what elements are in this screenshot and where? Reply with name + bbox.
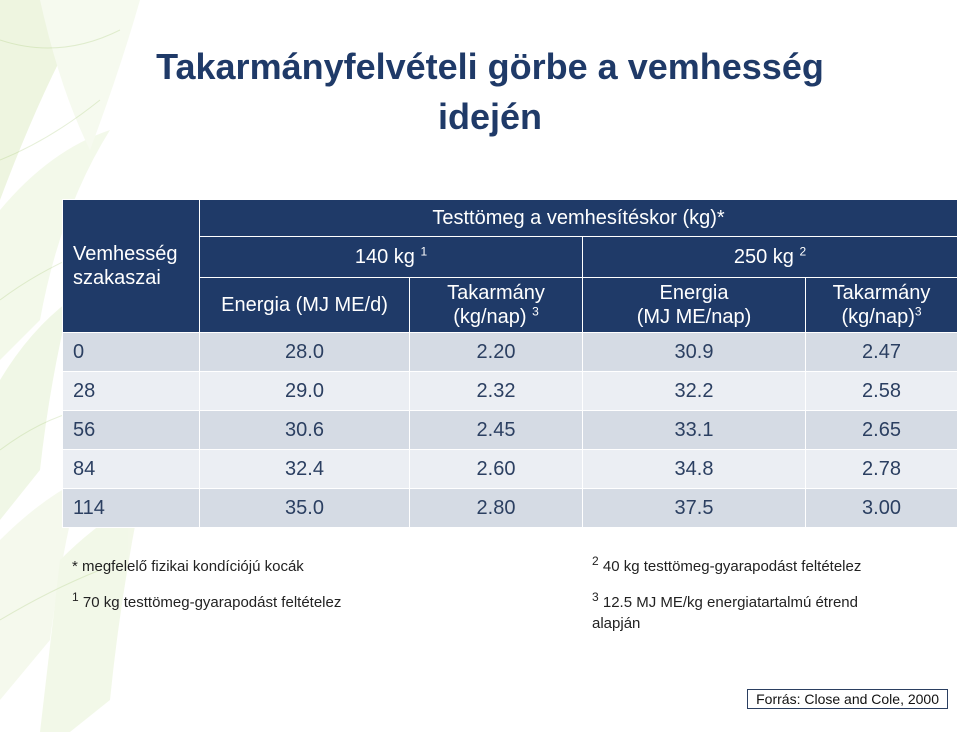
- table-row: 84 32.4 2.60 34.8 2.78: [62, 449, 959, 489]
- feed-250-cell: 2.78: [804, 449, 959, 489]
- energy-250-cell: 33.1: [582, 410, 806, 450]
- weight-140-footnote-ref: 1: [420, 244, 428, 259]
- energy-140-header: Energia (MJ ME/d): [199, 277, 410, 333]
- feed-250-cell: 2.65: [804, 410, 959, 450]
- feed-250-header-line1: Takarmány: [832, 282, 931, 304]
- feed-140-header-line2: (kg/nap) 3: [453, 304, 539, 328]
- source-citation: Forrás: Close and Cole, 2000: [747, 689, 948, 709]
- feed-250-cell: 3.00: [804, 488, 959, 528]
- feed-250-header-line2: (kg/nap)3: [841, 304, 922, 328]
- footnote-2-text: 40 kg testtömeg-gyarapodást feltételez: [602, 558, 862, 575]
- feed-140-footnote-ref: 3: [532, 304, 539, 319]
- weight-140-header: 140 kg 1: [199, 236, 583, 278]
- stage-cell: 0: [62, 332, 200, 372]
- energy-250-cell: 30.9: [582, 332, 806, 372]
- footnote-asterisk: * megfelelő fizikai kondíciójú kocák: [72, 558, 304, 575]
- weight-250-label: 250 kg: [733, 246, 794, 268]
- footnote-3-marker: 3: [592, 590, 599, 604]
- feed-140-cell: 2.20: [409, 332, 583, 372]
- energy-140-cell: 28.0: [199, 332, 410, 372]
- slide-title: Takarmányfelvételi görbe a vemhesség ide…: [60, 42, 920, 142]
- feed-140-cell: 2.32: [409, 371, 583, 411]
- table-row: 114 35.0 2.80 37.5 3.00: [62, 488, 959, 528]
- stage-header-line2: szakaszai: [73, 267, 161, 289]
- footnote-3-text-line2: alapján: [592, 615, 641, 632]
- feed-140-cell: 2.60: [409, 449, 583, 489]
- weight-250-header: 250 kg 2: [581, 236, 959, 278]
- feed-intake-table: Vemhesség szakaszai Testtömeg a vemhesít…: [62, 199, 959, 528]
- feed-250-cell: 2.58: [804, 371, 959, 411]
- slide-title-line2: idején: [437, 96, 543, 137]
- energy-140-cell: 32.4: [199, 449, 410, 489]
- footnote-1-text: 70 kg testtömeg-gyarapodást feltételez: [82, 594, 342, 611]
- energy-250-cell: 34.8: [582, 449, 806, 489]
- stage-cell: 28: [62, 371, 200, 411]
- stage-header: Vemhesség szakaszai: [62, 199, 200, 333]
- energy-140-cell: 30.6: [199, 410, 410, 450]
- table-row: 28 29.0 2.32 32.2 2.58: [62, 371, 959, 411]
- feed-250-footnote-ref: 3: [914, 304, 922, 319]
- footnote-3: 3 12.5 MJ ME/kg energiatartalmú étrend a…: [592, 590, 858, 634]
- weight-250-footnote-ref: 2: [799, 244, 807, 259]
- footnote-2: 2 40 kg testtömeg-gyarapodást feltételez: [592, 554, 862, 577]
- energy-250-header-line1: Energia: [659, 282, 729, 304]
- table-row: 56 30.6 2.45 33.1 2.65: [62, 410, 959, 450]
- stage-cell: 114: [62, 488, 200, 528]
- stage-header-line1: Vemhesség: [73, 243, 178, 265]
- energy-140-cell: 29.0: [199, 371, 410, 411]
- feed-140-cell: 2.80: [409, 488, 583, 528]
- energy-250-header-line2: (MJ ME/nap): [636, 306, 752, 328]
- slide-title-line1: Takarmányfelvételi görbe a vemhesség: [156, 46, 824, 87]
- feed-140-header-line1: Takarmány: [447, 282, 545, 304]
- footnote-3-text-line1: 12.5 MJ ME/kg energiatartalmú étrend: [602, 594, 858, 611]
- feed-140-header: Takarmány (kg/nap) 3: [409, 277, 583, 333]
- body-weight-group-header: Testtömeg a vemhesítéskor (kg)*: [198, 199, 959, 237]
- footnote-2-marker: 2: [592, 554, 599, 568]
- energy-250-header: Energia (MJ ME/nap): [582, 277, 806, 333]
- energy-140-cell: 35.0: [199, 488, 410, 528]
- feed-250-header: Takarmány (kg/nap)3: [804, 277, 959, 333]
- energy-250-cell: 37.5: [582, 488, 806, 528]
- weight-140-label: 140 kg: [354, 246, 415, 268]
- stage-cell: 84: [62, 449, 200, 489]
- feed-140-cell: 2.45: [409, 410, 583, 450]
- footnote-1: 1 70 kg testtömeg-gyarapodást feltételez: [72, 590, 342, 613]
- table-row: 0 28.0 2.20 30.9 2.47: [62, 332, 959, 372]
- energy-250-cell: 32.2: [582, 371, 806, 411]
- feed-250-cell: 2.47: [804, 332, 959, 372]
- footnote-1-marker: 1: [72, 590, 79, 604]
- stage-cell: 56: [62, 410, 200, 450]
